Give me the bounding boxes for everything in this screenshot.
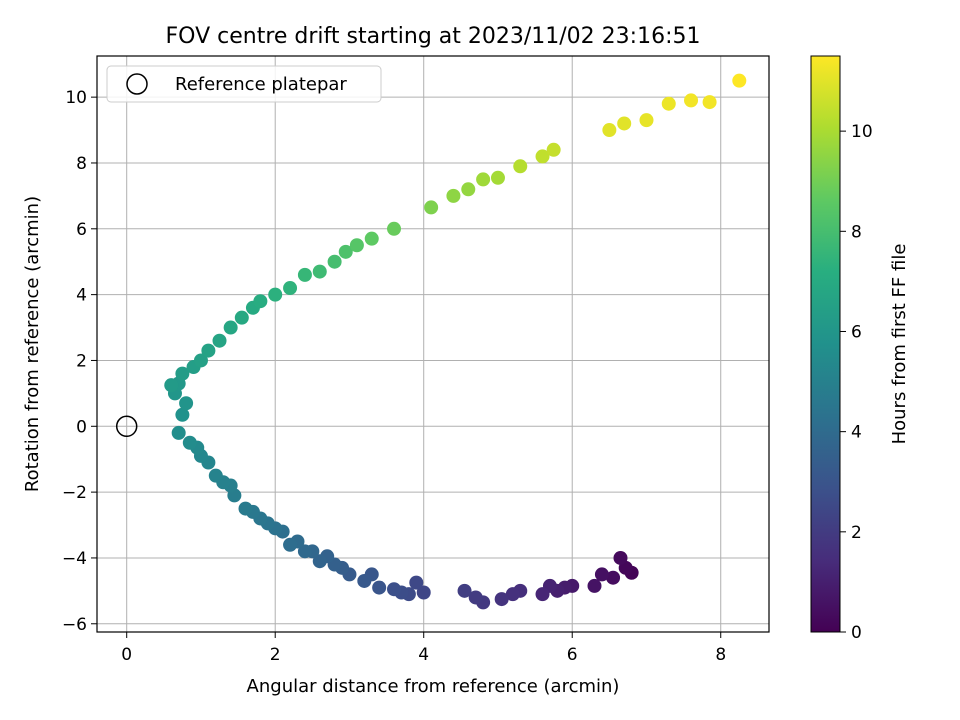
x-tick-label: 6 [567, 645, 578, 665]
data-point [175, 366, 190, 381]
x-tick-label: 2 [270, 645, 281, 665]
legend-box [106, 65, 382, 103]
data-point [253, 294, 268, 309]
colorbar-tick-label: 8 [851, 222, 862, 242]
x-axis-ticks: 0 2 4 6 8 [121, 632, 726, 665]
reference-point [115, 415, 138, 438]
data-point [617, 116, 632, 131]
data-point [702, 95, 717, 110]
data-point [349, 238, 364, 253]
y-tick-label: 10 [65, 88, 87, 108]
data-point [297, 544, 312, 559]
data-point [494, 592, 509, 607]
data-point [424, 200, 439, 215]
colorbar-ticks: 0 2 4 6 8 10 [840, 122, 873, 643]
data-point [238, 501, 253, 516]
colorbar-tick-label: 4 [851, 423, 862, 443]
data-point [387, 582, 402, 597]
colorbar-tick-label: 6 [851, 322, 862, 342]
legend-label-reference: Reference platepar [175, 74, 347, 95]
data-point [684, 93, 699, 108]
data-point [208, 468, 223, 483]
data-point [606, 570, 621, 585]
data-point [179, 396, 194, 411]
data-points [164, 73, 747, 610]
x-tick-label: 8 [715, 645, 726, 665]
data-point [461, 182, 476, 197]
colorbar-tick-label: 2 [851, 523, 862, 543]
data-point [327, 254, 342, 269]
plot-frame [96, 55, 770, 633]
data-point [546, 142, 561, 157]
data-point [602, 123, 617, 138]
y-tick-label: −2 [62, 483, 87, 503]
data-point [268, 287, 283, 302]
data-point [297, 267, 312, 282]
data-point [372, 580, 387, 595]
data-point [661, 96, 676, 111]
data-point [312, 264, 327, 279]
colorbar-gradient [810, 55, 841, 633]
y-axis-ticks: −6 −4 −2 0 2 4 6 8 10 [62, 88, 97, 635]
data-point [468, 590, 483, 605]
data-point [416, 585, 431, 600]
colorbar-tick-label: 0 [851, 623, 862, 643]
y-tick-label: −4 [62, 549, 87, 569]
y-tick-label: −6 [62, 615, 87, 635]
y-axis-label: Rotation from reference (arcmin) [22, 196, 43, 492]
data-point [193, 353, 208, 368]
data-point [594, 567, 609, 582]
data-point [283, 537, 298, 552]
data-point [490, 170, 505, 185]
data-point [535, 149, 550, 164]
y-tick-label: 0 [76, 417, 87, 437]
data-point [312, 554, 327, 569]
data-point [171, 425, 186, 440]
data-point [212, 333, 227, 348]
data-point [513, 159, 528, 174]
data-point [364, 231, 379, 246]
data-point [409, 575, 424, 590]
data-point [732, 73, 747, 88]
data-point [201, 343, 216, 358]
data-point [505, 587, 520, 602]
y-tick-label: 6 [76, 220, 87, 240]
data-point [182, 435, 197, 450]
colorbar: 0 2 4 6 8 10 Hours from first FF file [810, 55, 910, 643]
data-point [387, 221, 402, 236]
y-tick-label: 4 [76, 286, 87, 306]
data-point [446, 188, 461, 203]
data-point [457, 583, 472, 598]
x-tick-label: 4 [418, 645, 429, 665]
data-point [535, 587, 550, 602]
colorbar-tick-label: 10 [851, 122, 873, 142]
data-point [639, 113, 654, 128]
data-point [587, 578, 602, 593]
data-point [223, 320, 238, 335]
legend-marker-reference [126, 73, 148, 95]
data-point [613, 550, 628, 565]
x-axis-label: Angular distance from reference (arcmin) [247, 676, 620, 697]
data-point [357, 573, 372, 588]
x-tick-label: 0 [121, 645, 132, 665]
data-point [283, 281, 298, 296]
y-tick-label: 8 [76, 154, 87, 174]
grid [97, 56, 769, 632]
data-point [476, 172, 491, 187]
data-point [175, 407, 190, 422]
colorbar-label: Hours from first FF file [889, 244, 910, 445]
chart-title: FOV centre drift starting at 2023/11/02 … [166, 24, 701, 49]
legend: Reference platepar [106, 65, 382, 103]
data-point [338, 244, 353, 259]
data-point [234, 310, 249, 325]
y-tick-label: 2 [76, 351, 87, 371]
data-point [164, 378, 179, 393]
